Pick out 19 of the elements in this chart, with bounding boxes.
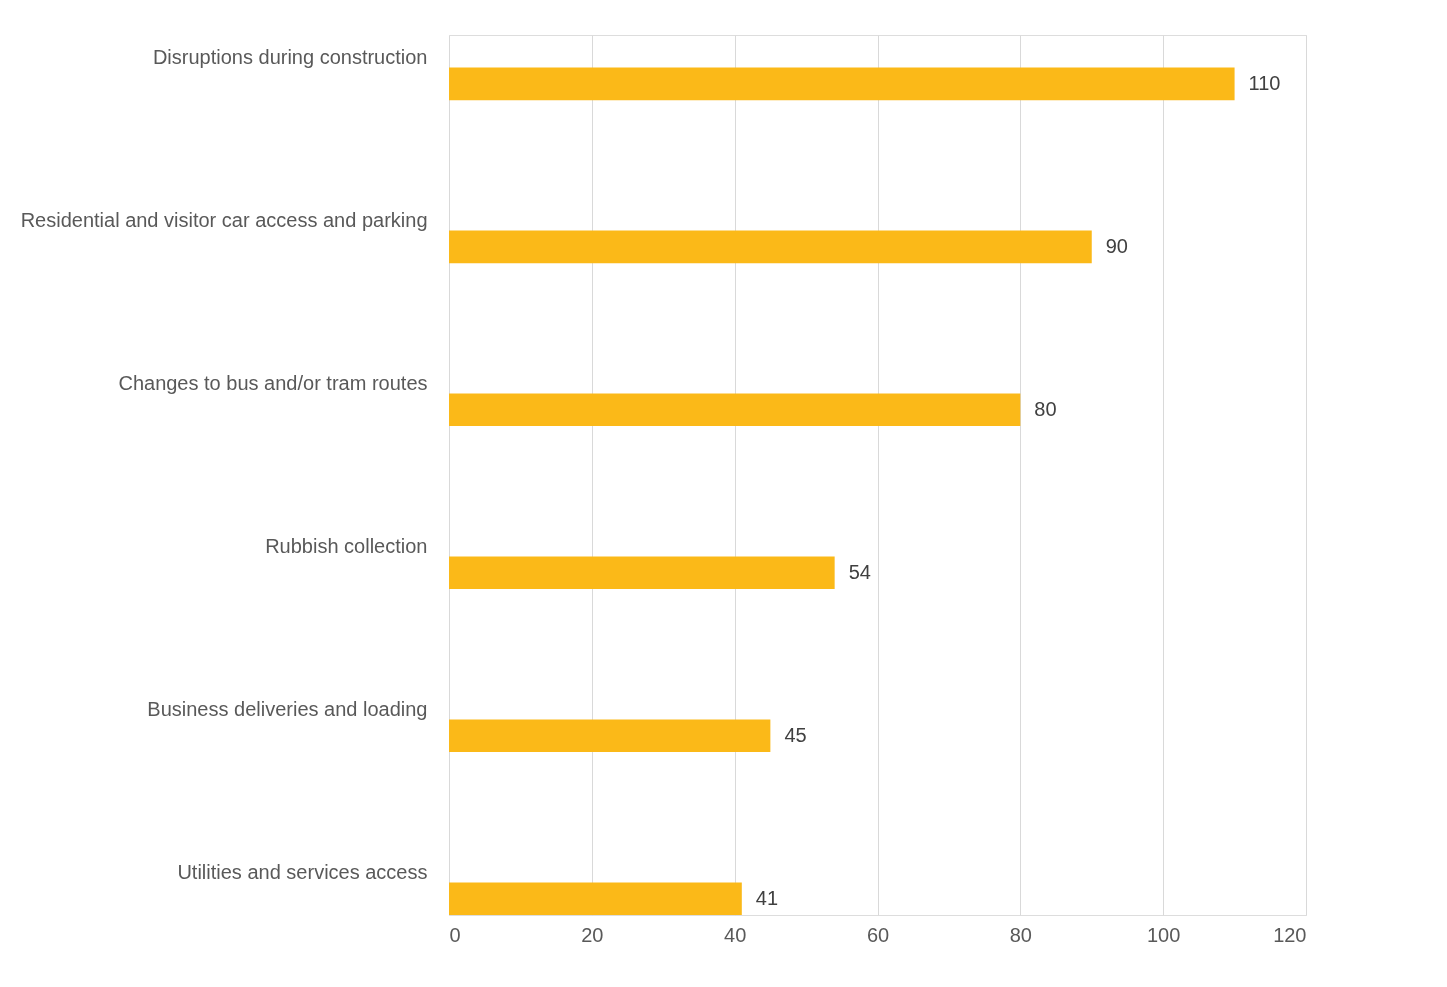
x-tick-label: 0 [449, 923, 461, 946]
y-tick-label: Changes to bus and/or tram routes [118, 371, 428, 394]
y-tick-label: Business deliveries and loading [147, 697, 428, 720]
data-label: 110 [1248, 71, 1281, 94]
data-label: 45 [784, 723, 807, 746]
x-tick-label: 40 [724, 923, 747, 946]
y-tick-label: Rubbish collection [265, 534, 428, 557]
data-label: 54 [848, 560, 871, 583]
x-tick-label: 120 [1273, 923, 1307, 946]
x-tick-label: 100 [1146, 923, 1181, 946]
y-tick-label: Utilities and services access [177, 860, 428, 883]
y-tick-label: Disruptions during construction [152, 45, 428, 68]
x-tick-label: 80 [1009, 923, 1032, 946]
data-label: 41 [755, 886, 779, 909]
y-tick-label: Residential and visitor car access and parking [20, 208, 428, 231]
data-label: 80 [1034, 397, 1057, 420]
x-tick-label: 20 [581, 923, 604, 946]
data-label: 90 [1105, 234, 1128, 257]
x-tick-label: 60 [866, 923, 890, 946]
